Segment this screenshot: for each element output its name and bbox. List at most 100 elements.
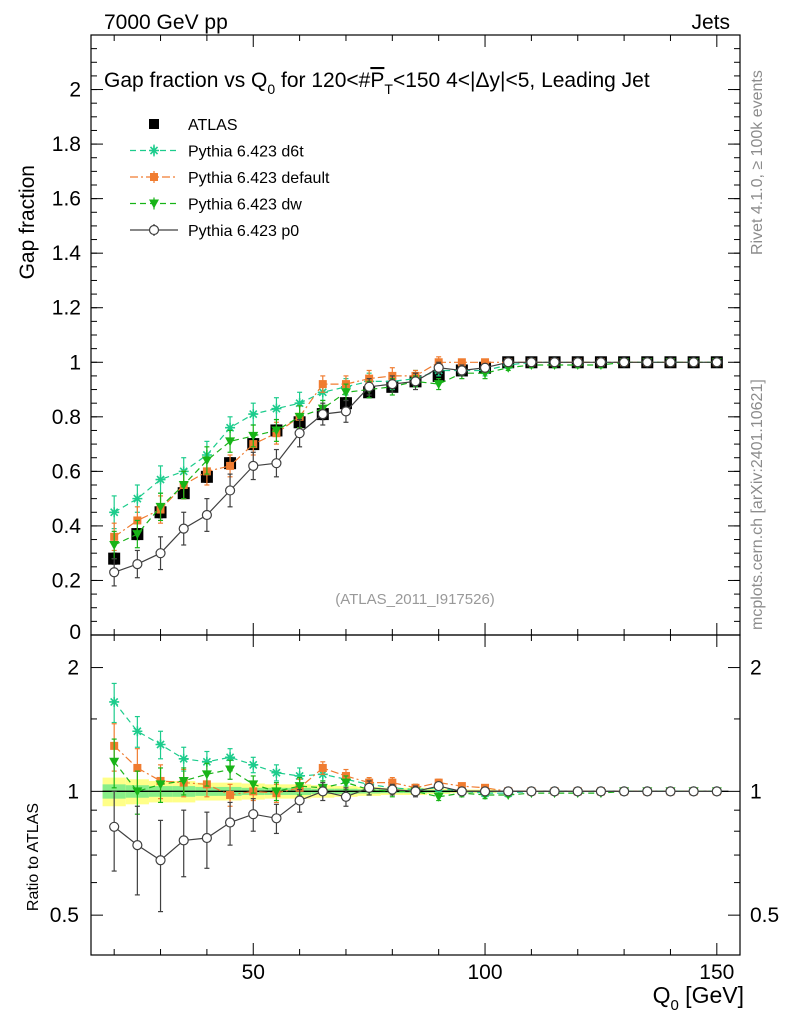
main-point-d6t: [248, 409, 259, 420]
ratio-point-d6t: [248, 759, 259, 770]
main-line-p0: [114, 361, 717, 573]
rivet-label: Rivet 4.1.0, ≥ 100k events: [749, 70, 766, 255]
ratio-point-p0: [642, 786, 653, 797]
legend-marker-dw: [149, 199, 159, 209]
main-point-p0: [595, 357, 607, 368]
ratio-point-dw: [433, 792, 444, 802]
main-point-dw: [109, 541, 120, 550]
mcplots-label: mcplots.cern.ch [arXiv:2401.10621]: [749, 379, 766, 630]
main-point-default: [481, 358, 490, 367]
main-ytick-label: 0.4: [52, 515, 82, 538]
main-point-d6t: [155, 474, 166, 485]
main-point-p0: [109, 567, 120, 578]
main-point-dw: [294, 412, 305, 422]
main-point-p0: [711, 357, 722, 368]
main-point-dw: [132, 530, 143, 540]
ratio-point-d6t: [178, 753, 189, 764]
ratio-point-p0: [433, 780, 444, 792]
ratio-point-p0: [526, 786, 537, 797]
main-point-d6t: [294, 398, 305, 409]
main-point-p0: [155, 548, 166, 559]
ratio-point-dw: [132, 787, 143, 797]
ratio-point-p0: [410, 786, 421, 797]
header-left: 7000 GeV pp: [104, 11, 228, 34]
main-point-p0: [619, 357, 630, 368]
main-ytick-label: 1.4: [52, 242, 82, 265]
main-point-dw: [271, 426, 282, 436]
ratio-point-p0: [364, 782, 375, 793]
main-point-default: [318, 380, 327, 389]
main-point-p0: [387, 378, 398, 390]
ratio-point-dw: [340, 778, 351, 788]
ratio-frame: [90, 634, 741, 956]
main-ylabel: Gap fraction: [16, 165, 39, 279]
ratio-line-d6t: [113, 701, 717, 794]
main-point-p0: [642, 357, 653, 368]
main-point-p0: [479, 362, 491, 373]
ratio-ytick-label: 2: [67, 657, 79, 680]
main-series-p0: [109, 357, 722, 587]
ratio-point-default: [318, 763, 327, 772]
ratio-point-p0: [109, 821, 120, 832]
ratio-point-dw: [225, 765, 236, 775]
ratio-ytick-label: 0.5: [50, 904, 79, 927]
ratio-point-p0: [688, 786, 699, 797]
legend-label-d6t: Pythia 6.423 d6t: [188, 144, 304, 161]
main-point-dw: [433, 380, 444, 390]
ratio-point-p0: [201, 832, 212, 844]
x-axis-label: Q0 [GeV]: [653, 982, 744, 1014]
analysis-watermark: (ATLAS_2011_I917526): [335, 591, 495, 608]
ratio-point-p0: [178, 835, 189, 846]
legend-marker-d6t: [149, 145, 159, 156]
main-point-d6t: [271, 403, 282, 414]
ratio-point-p0: [224, 817, 236, 828]
ratio-point-default: [133, 763, 142, 772]
ratio-point-p0: [665, 786, 676, 797]
main-title: Gap fraction vs Q0 for 120<#PT<150 4<|Δy…: [104, 69, 650, 97]
main-point-dw: [155, 502, 166, 512]
main-point-p0: [665, 357, 676, 368]
main-point-dw: [248, 431, 259, 441]
legend-label-p0: Pythia 6.423 p0: [188, 223, 299, 240]
ratio-point-d6t: [109, 696, 120, 707]
main-point-p0: [410, 376, 421, 387]
ratio-ytick-label-right: 2: [750, 657, 762, 680]
main-point-p0: [526, 357, 537, 368]
main-point-dw: [178, 481, 189, 490]
ratio-ylabel: Ratio to ATLAS: [25, 803, 42, 911]
ratio-point-d6t: [201, 756, 212, 767]
main-point-d6t: [109, 507, 120, 518]
ratio-plot: 0.5 0.5 1 1 2 2 50 100 150: [50, 634, 779, 984]
ratio-ytick-label-right: 1: [750, 780, 762, 803]
main-point-p0: [132, 558, 143, 570]
ratio-point-p0: [479, 786, 491, 797]
ratio-point-p0: [132, 840, 143, 851]
main-point-p0: [503, 357, 514, 368]
main-ytick-label: 1: [69, 351, 81, 374]
main-point-default: [226, 461, 235, 470]
ratio-point-dw: [155, 780, 166, 790]
ratio-point-d6t: [294, 770, 305, 781]
main-point-d6t: [132, 493, 143, 504]
main-point-dw: [340, 388, 351, 398]
ratio-point-dw: [178, 776, 189, 786]
main-ytick-label: 0.6: [52, 460, 81, 483]
ratio-point-p0: [340, 791, 352, 802]
main-point-p0: [317, 408, 328, 420]
main-point-p0: [549, 357, 560, 368]
main-point-p0: [294, 428, 305, 439]
ratio-point-p0: [317, 786, 328, 797]
ratio-ytick-label: 1: [67, 780, 79, 803]
ratio-point-dw: [248, 780, 259, 790]
main-ytick-label: 2: [69, 79, 81, 102]
ratio-point-p0: [572, 786, 583, 797]
legend-label-default: Pythia 6.423 default: [188, 170, 330, 187]
ratio-point-p0: [271, 813, 282, 824]
ratio-point-p0: [155, 855, 166, 866]
ratio-point-p0: [387, 784, 398, 795]
ratio-point-dw: [201, 770, 212, 780]
ratio-point-p0: [248, 809, 259, 820]
main-point-dw: [201, 456, 212, 466]
main-point-p0: [248, 460, 259, 472]
